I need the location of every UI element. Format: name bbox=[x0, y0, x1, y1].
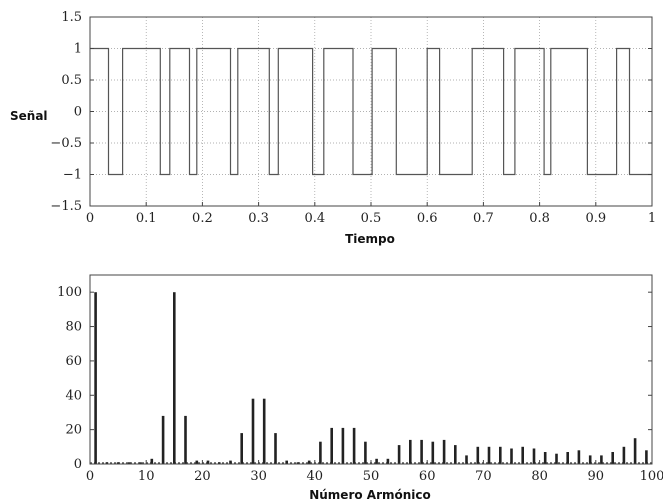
spectrum-bar bbox=[94, 292, 97, 464]
spectrum-bar bbox=[409, 439, 412, 464]
spectrum-bar bbox=[240, 433, 243, 464]
spectrum-bar bbox=[577, 450, 581, 464]
spectrum-x-tick-label: 70 bbox=[475, 469, 492, 484]
signal-y-tick-label: −1 bbox=[63, 168, 82, 183]
spectrum-x-tick-label: 90 bbox=[588, 469, 605, 484]
spectrum-bar bbox=[566, 452, 569, 464]
signal-x-tick-label: 0.4 bbox=[304, 211, 325, 226]
spectrum-bar bbox=[139, 462, 142, 464]
signal-y-ticks: 1.5 1 0.5 0 −0.5 −1 −1.5 bbox=[50, 10, 652, 214]
signal-y-tick-label: −0.5 bbox=[50, 136, 82, 151]
signal-y-tick-label: 1.5 bbox=[61, 10, 82, 25]
spectrum-bar bbox=[319, 441, 322, 464]
spectrum-bar bbox=[431, 441, 435, 464]
spectrum-bar bbox=[296, 462, 300, 464]
spectrum-bar bbox=[161, 415, 165, 464]
spectrum-x-tick-label: 50 bbox=[363, 469, 380, 484]
spectrum-bar bbox=[352, 427, 356, 464]
spectrum-bar bbox=[274, 433, 277, 464]
spectrum-bars bbox=[94, 292, 648, 464]
spectrum-y-ticks: 0 20 40 60 80 100 bbox=[57, 285, 652, 472]
spectrum-y-tick-label: 20 bbox=[65, 423, 82, 438]
spectrum-y-tick-label: 40 bbox=[65, 388, 82, 403]
spectrum-bar bbox=[465, 455, 468, 464]
spectrum-x-ticks: 0 10 20 30 40 50 60 70 80 90 100 bbox=[86, 460, 663, 484]
spectrum-y-tick-label: 60 bbox=[65, 354, 82, 369]
spectrum-bar bbox=[341, 427, 345, 464]
spectrum-x-tick-label: 20 bbox=[194, 469, 211, 484]
spectrum-bar bbox=[588, 455, 592, 464]
signal-chart: 0 0.1 0.2 0.3 0.4 0.5 0.6 0.7 0.8 0.9 1 1.5 1 0.5 0 −0… bbox=[10, 10, 656, 246]
spectrum-bar bbox=[105, 462, 109, 464]
spectrum-bar bbox=[262, 398, 266, 464]
signal-x-tick-label: 0.2 bbox=[192, 211, 213, 226]
spectrum-bar bbox=[195, 460, 199, 464]
signal-x-ticks: 0 0.1 0.2 0.3 0.4 0.5 0.6 0.7 0.8 0.9 1 bbox=[86, 202, 656, 226]
harmonic-spectrum-chart: 0 10 20 30 40 50 60 70 80 90 100 0 20 40 60 80 100 Núme… bbox=[57, 274, 663, 502]
spectrum-bar bbox=[229, 460, 232, 464]
signal-trace bbox=[90, 47, 652, 176]
spectrum-bar bbox=[476, 446, 480, 464]
spectrum-bar bbox=[218, 462, 221, 464]
spectrum-x-tick-label: 40 bbox=[307, 469, 324, 484]
signal-x-tick-label: 0.1 bbox=[136, 211, 157, 226]
spectrum-bar bbox=[397, 445, 401, 464]
spectrum-bar bbox=[307, 460, 311, 464]
spectrum-bar bbox=[622, 446, 626, 464]
spectrum-bar bbox=[386, 458, 390, 464]
signal-gridlines bbox=[90, 17, 652, 206]
spectrum-bar bbox=[510, 448, 513, 464]
spectrum-bar bbox=[543, 452, 547, 464]
spectrum-bar bbox=[487, 446, 491, 464]
spectrum-bar bbox=[364, 441, 367, 464]
signal-x-tick-label: 0 bbox=[86, 211, 94, 226]
signal-x-tick-label: 0.9 bbox=[585, 211, 606, 226]
spectrum-bar bbox=[611, 452, 614, 464]
signal-y-tick-label: 0 bbox=[74, 105, 82, 120]
spectrum-bar bbox=[285, 460, 288, 464]
spectrum-bar bbox=[375, 458, 378, 464]
spectrum-bar bbox=[454, 445, 457, 464]
spectrum-x-axis-label: Número Armónico bbox=[309, 488, 431, 502]
spectrum-bar bbox=[173, 292, 176, 464]
signal-x-tick-label: 0.3 bbox=[248, 211, 269, 226]
spectrum-bar bbox=[600, 455, 603, 464]
signal-x-tick-label: 0.6 bbox=[417, 211, 438, 226]
spectrum-bar bbox=[206, 460, 210, 464]
spectrum-bar bbox=[645, 450, 648, 464]
spectrum-bar bbox=[330, 427, 333, 464]
signal-x-axis-label: Tiempo bbox=[345, 232, 395, 246]
spectrum-bar bbox=[442, 439, 446, 464]
spectrum-x-tick-label: 30 bbox=[250, 469, 267, 484]
spectrum-y-tick-label: 100 bbox=[57, 285, 82, 300]
spectrum-bar bbox=[251, 398, 255, 464]
spectrum-y-tick-label: 80 bbox=[65, 320, 82, 335]
signal-x-tick-label: 0.5 bbox=[361, 211, 382, 226]
spectrum-y-tick-label: 0 bbox=[74, 457, 82, 472]
spectrum-bar bbox=[184, 415, 187, 464]
signal-y-tick-label: 1 bbox=[74, 42, 82, 57]
spectrum-x-tick-label: 0 bbox=[86, 469, 94, 484]
signal-x-tick-label: 0.7 bbox=[473, 211, 494, 226]
signal-y-axis-label: Señal bbox=[10, 109, 48, 123]
spectrum-x-tick-label: 80 bbox=[531, 469, 548, 484]
spectrum-bar bbox=[532, 448, 536, 464]
spectrum-bar bbox=[128, 462, 131, 464]
spectrum-bar bbox=[555, 453, 558, 464]
spectrum-bar bbox=[116, 462, 120, 464]
signal-x-tick-label: 1 bbox=[648, 211, 656, 226]
spectrum-bar bbox=[420, 439, 423, 464]
spectrum-bar bbox=[150, 458, 154, 464]
spectrum-x-tick-label: 10 bbox=[138, 469, 155, 484]
spectrum-bar bbox=[633, 438, 637, 464]
signal-y-tick-label: 0.5 bbox=[61, 73, 82, 88]
spectrum-bar bbox=[499, 446, 502, 464]
spectrum-x-tick-label: 60 bbox=[419, 469, 436, 484]
spectrum-x-tick-label: 100 bbox=[640, 469, 663, 484]
signal-x-tick-label: 0.8 bbox=[529, 211, 550, 226]
signal-y-tick-label: −1.5 bbox=[50, 199, 82, 214]
spectrum-bar bbox=[521, 446, 524, 464]
